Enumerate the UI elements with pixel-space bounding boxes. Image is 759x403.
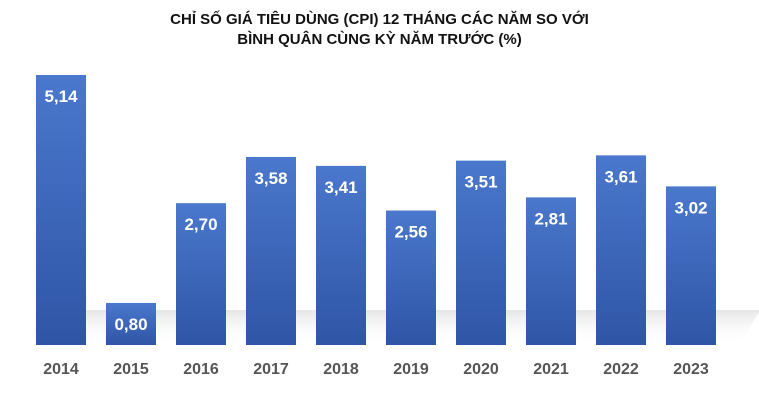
value-label-2015: 0,80: [114, 315, 147, 334]
bar-2018: [316, 165, 366, 345]
x-tick-2021: 2021: [533, 361, 569, 378]
value-label-2022: 3,61: [604, 167, 637, 186]
chart-title-line-1: CHỈ SỐ GIÁ TIÊU DÙNG (CPI) 12 THÁNG CÁC …: [170, 11, 589, 28]
x-tick-2014: 2014: [43, 361, 79, 378]
x-tick-2016: 2016: [183, 361, 219, 378]
bar-2021: [526, 197, 576, 345]
labels-layer: 5,14 0,80 2,70 3,58 3,41 2,56 3,51 2,81 3,61 3,02: [44, 87, 707, 334]
bar-2019: [386, 210, 436, 345]
value-label-2016: 2,70: [184, 215, 217, 234]
x-tick-2022: 2022: [603, 361, 639, 378]
value-label-2019: 2,56: [394, 223, 427, 242]
value-label-2018: 3,41: [324, 178, 357, 197]
x-tick-2023: 2023: [673, 361, 709, 378]
bar-2017: [246, 156, 296, 345]
x-tick-2020: 2020: [463, 361, 499, 378]
x-tick-2017: 2017: [253, 361, 289, 378]
bar-2023: [666, 186, 716, 345]
bars-layer: [36, 75, 716, 345]
bar-2015: [106, 302, 156, 345]
x-axis-ticks: 2014 2015 2016 2017 2018 2019 2020 2021 2022 2023: [43, 361, 709, 378]
value-label-2020: 3,51: [464, 173, 497, 192]
x-tick-2019: 2019: [393, 361, 429, 378]
value-label-2021: 2,81: [534, 209, 567, 228]
value-label-2017: 3,58: [254, 169, 287, 188]
bar-2016: [176, 203, 226, 345]
value-label-2023: 3,02: [674, 198, 707, 217]
bar-2014: [36, 75, 86, 345]
value-label-2014: 5,14: [44, 87, 78, 106]
chart-title: CHỈ SỐ GIÁ TIÊU DÙNG (CPI) 12 THÁNG CÁC …: [0, 10, 759, 50]
chart-title-line-2: BÌNH QUÂN CÙNG KỲ NĂM TRƯỚC (%): [237, 31, 522, 48]
bar-2020: [456, 160, 506, 345]
x-tick-2018: 2018: [323, 361, 359, 378]
bar-2022: [596, 155, 646, 345]
x-tick-2015: 2015: [113, 361, 149, 378]
